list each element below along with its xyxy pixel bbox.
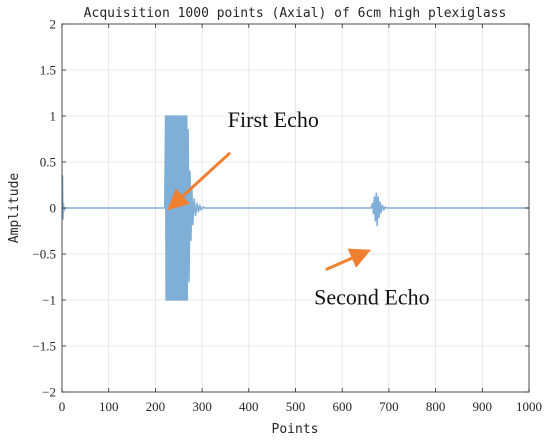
x-tick-label: 600 <box>332 399 352 414</box>
x-tick-label: 1000 <box>516 399 542 414</box>
first-echo-label: First Echo <box>228 107 319 132</box>
y-tick-label: 1.5 <box>40 63 56 78</box>
second-echo-label: Second Echo <box>314 285 429 310</box>
signal-line <box>62 115 529 301</box>
x-axis-label: Points <box>272 422 319 437</box>
x-tick-label: 400 <box>239 399 259 414</box>
x-tick-label: 300 <box>192 399 212 414</box>
y-tick-label: 0.5 <box>40 155 56 170</box>
y-tick-label: −1.5 <box>32 339 56 354</box>
y-tick-label: −0.5 <box>32 247 56 262</box>
y-tick-label: −2 <box>42 385 56 400</box>
first-echo-arrow <box>167 151 232 211</box>
signal-series <box>62 115 529 301</box>
x-tick-label: 0 <box>59 399 66 414</box>
annotations: First Echo Second Echo <box>167 107 430 310</box>
axis-ticks: 0 100 200 300 400 500 600 700 800 900 1000 −2 −1.5 −1… <box>32 17 542 415</box>
x-tick-label: 800 <box>426 399 446 414</box>
x-tick-label: 500 <box>286 399 306 414</box>
x-tick-label: 700 <box>379 399 399 414</box>
y-tick-label: 1 <box>50 109 57 124</box>
x-tick-label: 900 <box>473 399 493 414</box>
second-echo-arrow <box>325 248 372 272</box>
x-tick-label: 200 <box>146 399 166 414</box>
chart-title: Acquisition 1000 points (Axial) of 6cm h… <box>84 6 507 21</box>
y-tick-label: 0 <box>50 201 57 216</box>
y-tick-label: −1 <box>42 293 56 308</box>
y-tick-label: 2 <box>50 17 57 32</box>
x-tick-label: 100 <box>99 399 119 414</box>
y-axis-label: Amplitude <box>7 173 22 244</box>
